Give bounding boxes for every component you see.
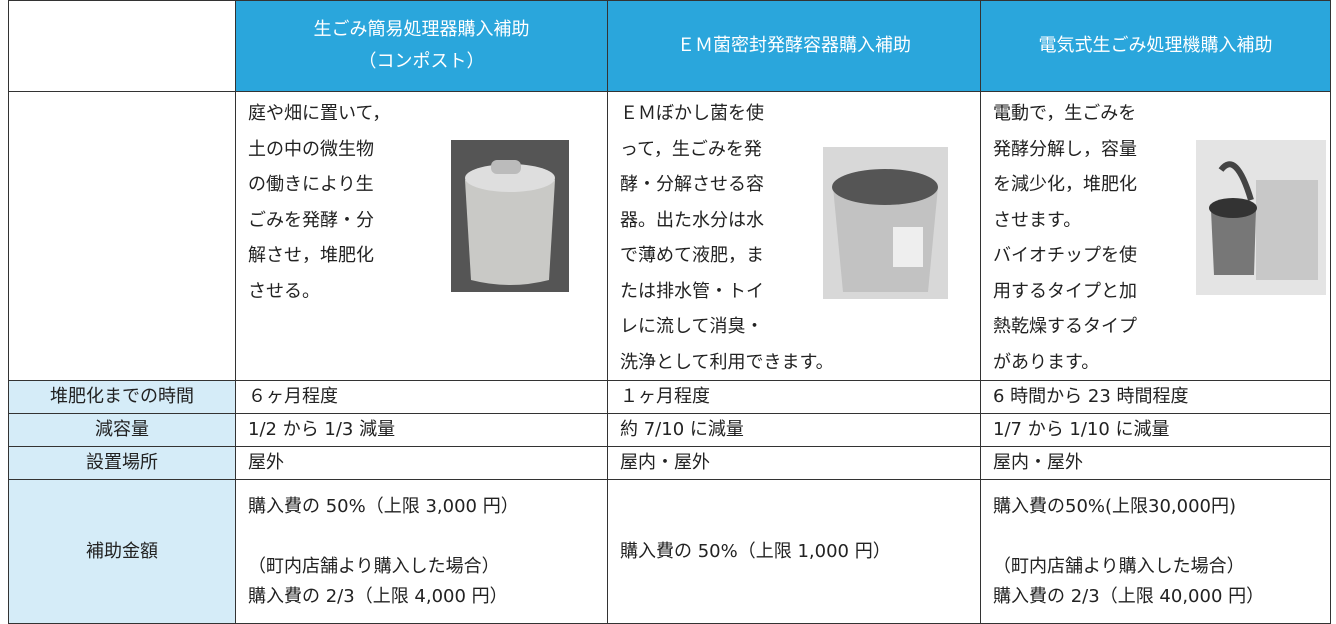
header-cell: ＥＭ菌密封発酵容器購入補助 (607, 0, 981, 92)
text-line: たは排水管・トイ (620, 280, 764, 302)
text-line: 庭や畑に置いて， (248, 103, 391, 124)
text-line: 設置場所 (86, 452, 158, 473)
text-line: 約 7/10 に減量 (620, 419, 744, 440)
text-line: ごみを発酵・分 (248, 209, 374, 231)
text-line: １ヶ月程度 (620, 386, 710, 407)
text-line: 1/2 から 1/3 減量 (248, 419, 396, 440)
text-line: （町内店舗より購入した場合） (993, 555, 1245, 577)
row-label: 設置場所 (8, 446, 236, 480)
text-line: って，生ごみを発 (620, 138, 762, 160)
description-cell: ＥＭぼかし菌を使 って，生ごみを発 酵・分解させる容 器。出た水分は水 で薄めて液肥，ま… (607, 91, 981, 381)
text-line: ＥＭ菌密封発酵容器購入補助 (677, 35, 911, 56)
data-cell: 屋内・屋外 (607, 446, 981, 480)
subsidy-table: 生ごみ簡易処理器購入補助 （コンポスト） ＥＭ菌密封発酵容器購入補助 電気式生ごみ処理… (8, 0, 1331, 624)
description-cell: 電動で，生ごみを 発酵分解し，容量 を減少化，堆肥化 させます。バイオチップを使 用する… (980, 91, 1331, 381)
text-line: 購入費の 50%（上限 1,000 円） (620, 540, 891, 562)
text-line: （町内店舗より購入した場合） (248, 555, 500, 577)
data-cell: 6 時間から 23 時間程度 (980, 380, 1331, 414)
text-line: 6 時間から 23 時間程度 (993, 386, 1189, 407)
photo (823, 147, 948, 299)
text-line: 1/7 から 1/10 に減量 (993, 419, 1170, 440)
text-line: 堆肥化までの時間 (50, 386, 194, 407)
spacer (248, 522, 595, 552)
text-line: 洗浄として利用できます。 (620, 351, 834, 373)
text-line: レに流して消臭・ (620, 316, 764, 337)
text-line: 屋内・屋外 (620, 452, 710, 473)
data-row: 堆肥化までの時間 ６ヶ月程度 １ヶ月程度 6 時間から 23 時間程度 (8, 380, 1331, 414)
text-line: 酵・分解させる容 (620, 174, 764, 195)
row-label: 減容量 (8, 413, 236, 447)
text-line: 屋内・屋外 (993, 452, 1083, 473)
header-cell: 生ごみ簡易処理器購入補助 （コンポスト） (235, 0, 608, 92)
text-line: を減少化，堆肥化 (993, 174, 1137, 195)
spacer (993, 522, 1318, 552)
text-line: 購入費の 50%（上限 3,000 円） (248, 495, 519, 517)
text-line: バイオチップを使 (993, 245, 1137, 266)
text-line: 購入費の50%(上限30,000円) (993, 495, 1237, 517)
text-line: があります。 (993, 351, 1100, 373)
data-cell: ６ヶ月程度 (235, 380, 608, 414)
page: {"header":{"columns":[["生ごみ簡易処理器購入補助","（… (8, 0, 1331, 624)
text-line: 屋外 (248, 452, 284, 473)
header-row: 生ごみ簡易処理器購入補助 （コンポスト） ＥＭ菌密封発酵容器購入補助 電気式生ごみ処理… (8, 0, 1331, 92)
text-line: で薄めて液肥，ま (620, 245, 764, 266)
text-line: 電気式生ごみ処理機購入補助 (1038, 35, 1273, 56)
subsidy-cell: 購入費の 50%（上限 1,000 円） (607, 479, 981, 624)
data-row: 設置場所 屋外 屋内・屋外 屋内・屋外 (8, 446, 1331, 480)
text-line: 補助金額 (86, 540, 158, 562)
text-line: ６ヶ月程度 (248, 386, 338, 407)
data-cell: 屋外 (235, 446, 608, 480)
text-line: 器。出た水分は水 (620, 209, 764, 231)
subsidy-cell: 購入費の 50%（上限 3,000 円） （町内店舗より購入した場合） 購入費の 2… (235, 479, 608, 624)
text-line: 解させ，堆肥化 (248, 245, 374, 266)
text-line: 電動で，生ごみを (993, 103, 1137, 124)
text-line: 購入費の 2/3（上限 40,000 円） (993, 585, 1265, 607)
blank-cell (8, 91, 236, 381)
description-row: 庭や畑に置いて， 土の中の微生物 の働きにより生 ごみを発酵・分 解させ，堆肥化 させる。… (8, 91, 1331, 381)
text-line: 減容量 (95, 419, 149, 440)
photo (1196, 140, 1326, 295)
data-cell: 屋内・屋外 (980, 446, 1331, 480)
subsidy-row: 補助金額 購入費の 50%（上限 3,000 円） （町内店舗より購入した場合） 購入… (8, 479, 1331, 624)
row-label: 補助金額 (8, 479, 236, 624)
row-label: 堆肥化までの時間 (8, 380, 236, 414)
data-row: 減容量 1/2 から 1/3 減量 約 7/10 に減量 1/7 から 1/10 に減… (8, 413, 1331, 447)
description-cell: 庭や畑に置いて， 土の中の微生物 の働きにより生 ごみを発酵・分 解させ，堆肥化 させる。 (235, 91, 608, 381)
text-line: させます。 (993, 209, 1082, 231)
text-line: 生ごみ簡易処理器購入補助 (313, 19, 530, 40)
data-cell: １ヶ月程度 (607, 380, 981, 414)
text-line: 購入費の 2/3（上限 4,000 円） (248, 585, 508, 607)
text-line: （コンポスト） (358, 51, 485, 72)
subsidy-cell: 購入費の50%(上限30,000円) （町内店舗より購入した場合） 購入費の 2/3… (980, 479, 1331, 624)
data-cell: 1/7 から 1/10 に減量 (980, 413, 1331, 447)
text-line: ＥＭぼかし菌を使 (620, 103, 764, 124)
text-line: 土の中の微生物 (248, 138, 374, 160)
blank-cell (8, 0, 236, 92)
text-line: 用するタイプと加 (993, 280, 1137, 302)
data-cell: 1/2 から 1/3 減量 (235, 413, 608, 447)
text-line: させる。 (248, 280, 320, 302)
text-line: の働きにより生 (248, 174, 374, 195)
text-line: 熱乾燥するタイプ (993, 316, 1137, 337)
photo (451, 140, 569, 292)
data-cell: 約 7/10 に減量 (607, 413, 981, 447)
text-line: 発酵分解し，容量 (993, 138, 1137, 160)
header-cell: 電気式生ごみ処理機購入補助 (980, 0, 1331, 92)
